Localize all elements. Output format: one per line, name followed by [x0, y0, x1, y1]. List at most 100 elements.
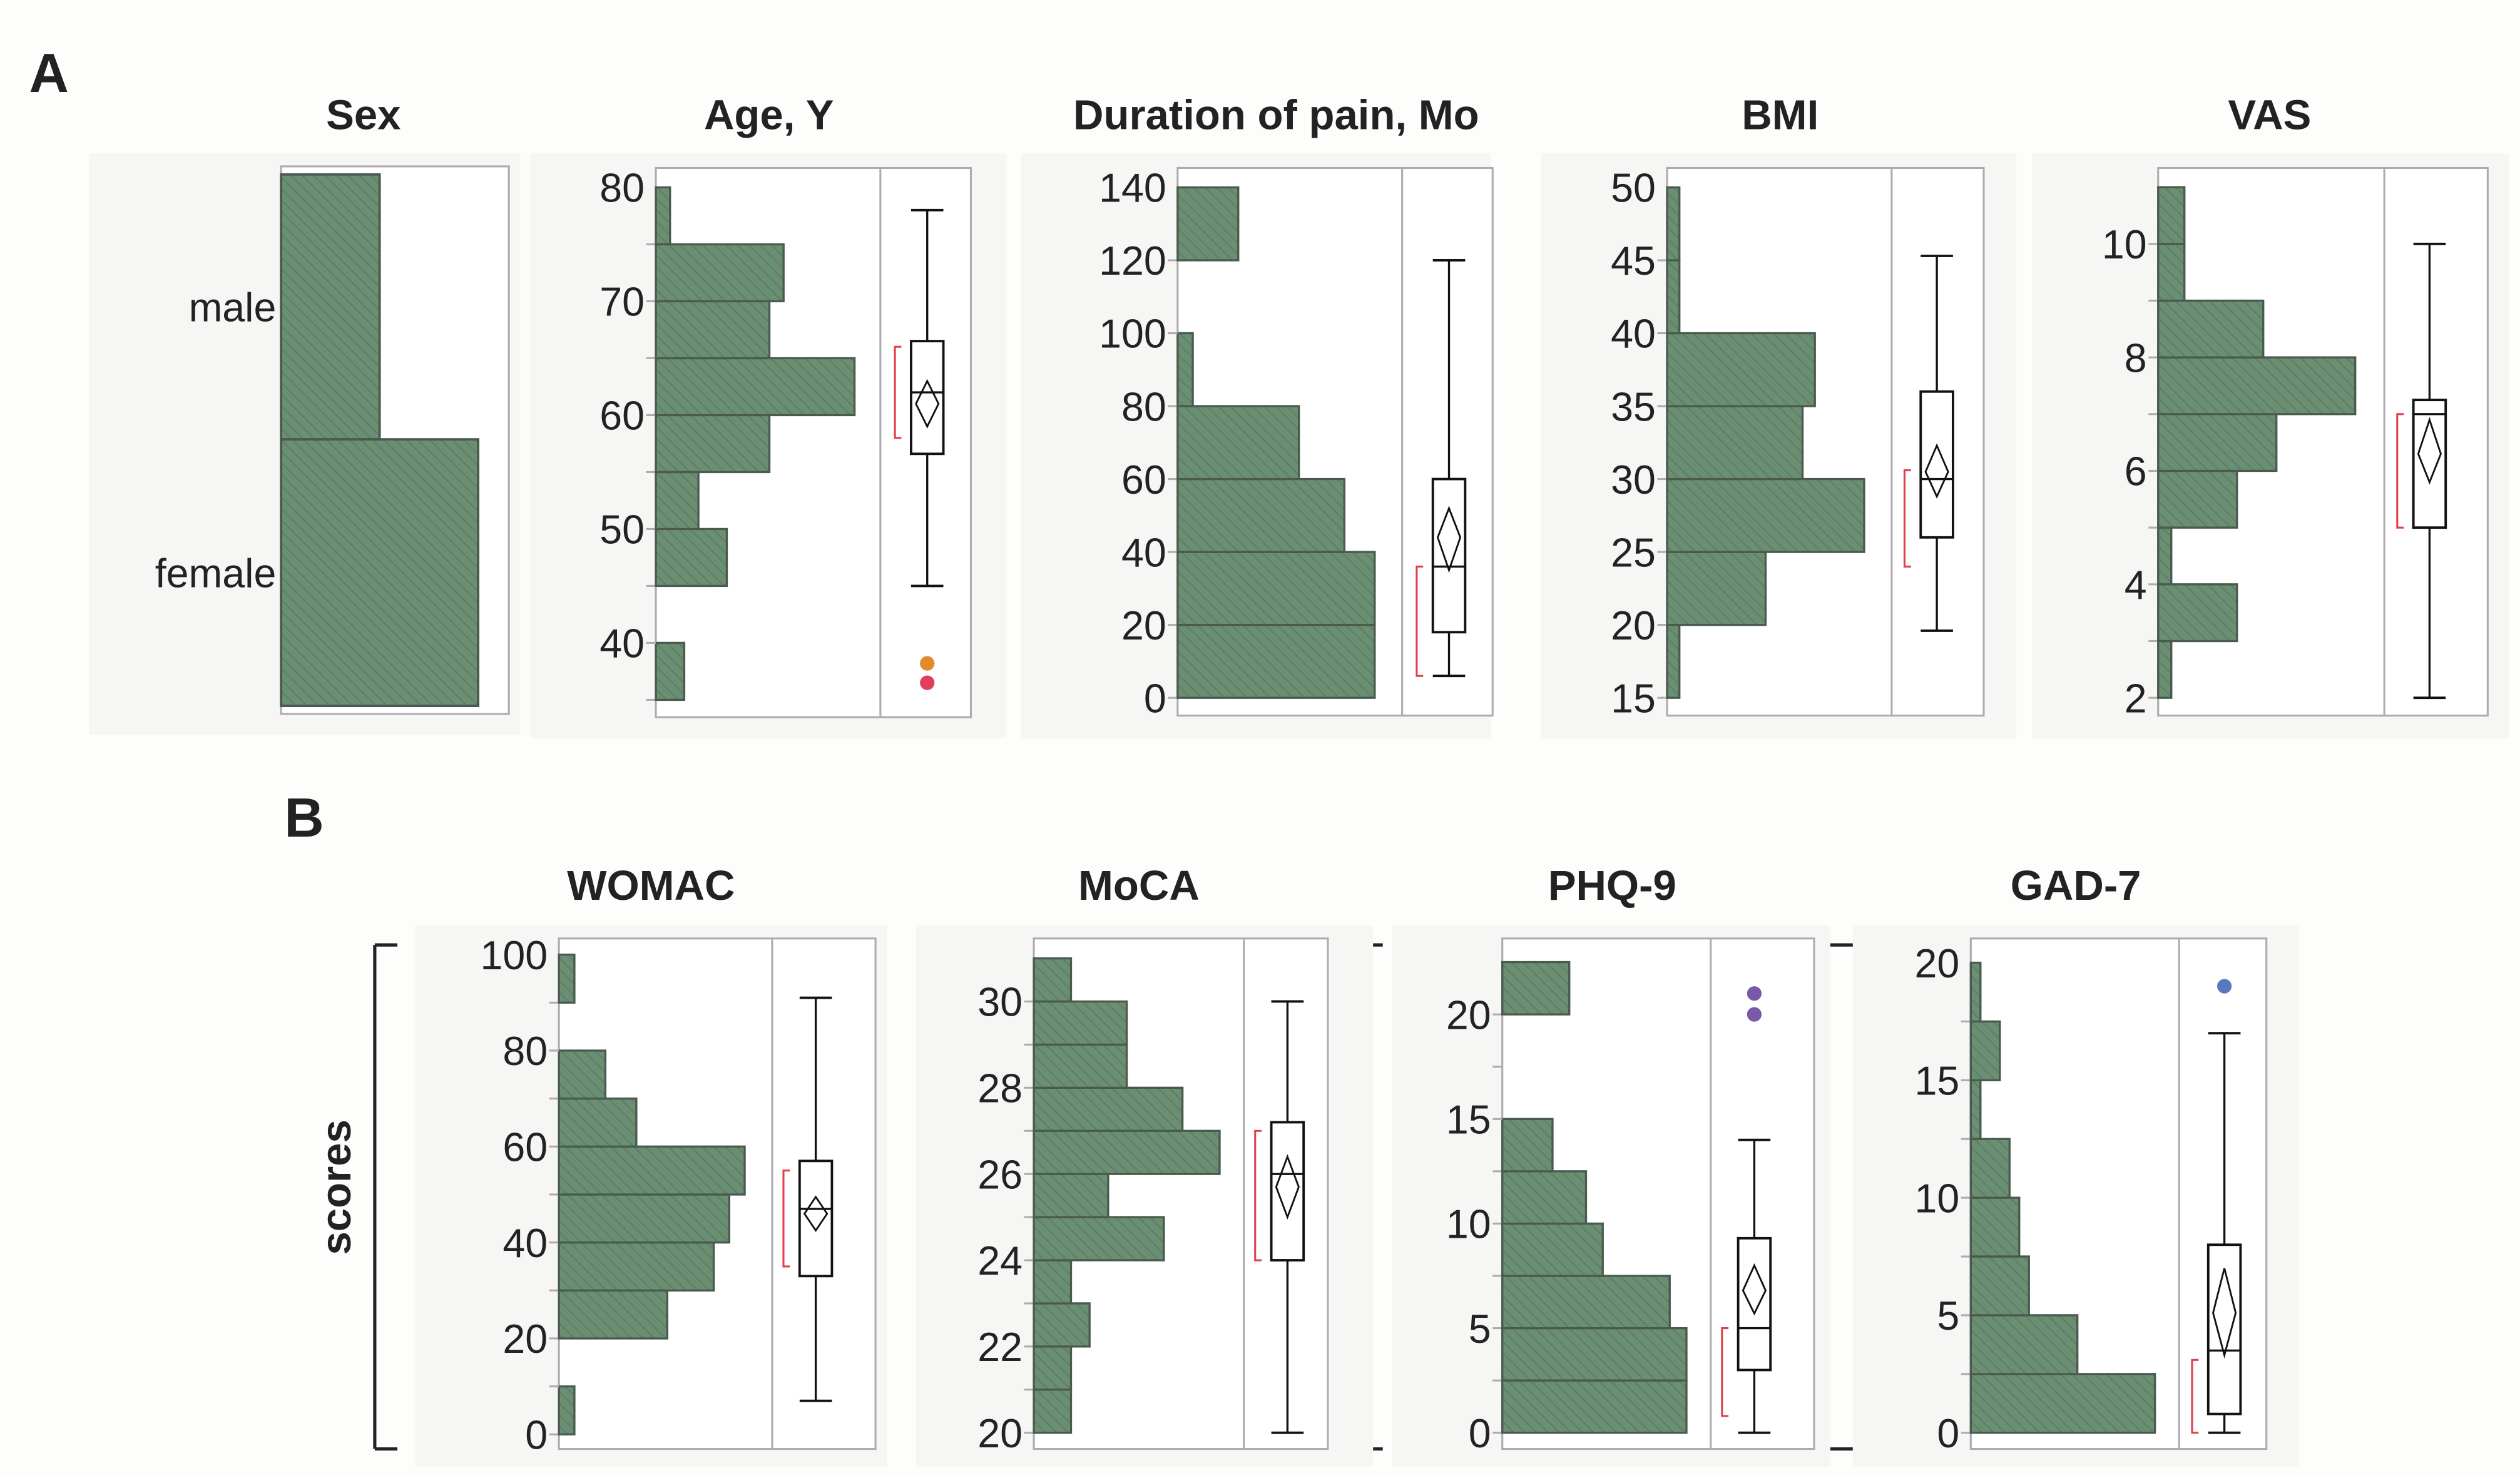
- y-tick-label: 5: [1469, 1307, 1491, 1352]
- chart-gad-7: GAD-7 0 5 10 15 20: [1852, 862, 2299, 1467]
- shortest-half-bracket: [894, 345, 902, 439]
- histogram-bar: [1666, 477, 1865, 553]
- shortest-half-bracket: [1721, 1327, 1729, 1417]
- histogram-bar: [1176, 405, 1300, 481]
- y-tick-label: 80: [599, 166, 645, 211]
- shortest-half-bracket: [1903, 469, 1911, 568]
- chart-title: Sex: [326, 92, 400, 139]
- histogram-bar: [1176, 623, 1376, 699]
- histogram-bar: [1501, 961, 1571, 1016]
- y-tick-label: 26: [977, 1152, 1023, 1197]
- histogram-bar: [1176, 186, 1240, 262]
- histogram-bar: [1501, 1170, 1588, 1225]
- panel-label-a: A: [29, 43, 68, 104]
- histogram-bar: [2157, 413, 2278, 472]
- y-tick-label: 80: [1121, 384, 1166, 429]
- histogram-bar: [1969, 1255, 2030, 1317]
- chart-title: BMI: [1742, 92, 1819, 139]
- chart-title: MoCA: [1078, 862, 1200, 909]
- y-tick-label: 40: [1121, 530, 1166, 575]
- y-tick-label: 15: [1611, 676, 1656, 721]
- outlier-point: [1747, 986, 1762, 1001]
- histogram-bar: [1666, 259, 1681, 335]
- histogram-bar: [558, 1241, 715, 1292]
- y-tick-label: 20: [502, 1317, 548, 1362]
- histogram-bar: [1969, 1196, 2021, 1258]
- histogram-bar: [1501, 1222, 1604, 1277]
- histogram-bar: [2157, 243, 2186, 302]
- histogram-bar: [1666, 186, 1681, 262]
- chart-title: Age, Y: [704, 92, 834, 139]
- box-iqr: [1737, 1236, 1772, 1372]
- histogram-bar: [1176, 551, 1376, 626]
- shortest-half-bracket: [2191, 1358, 2199, 1434]
- box-iqr: [1270, 1121, 1305, 1261]
- histogram-bar: [1969, 1138, 2011, 1199]
- histogram-bar: [1033, 1259, 1073, 1305]
- chart-bmi: BMI 15 20 25 30 35 40 45 50: [1541, 92, 2016, 738]
- y-tick-label: 35: [1611, 384, 1656, 429]
- y-tick-label: 80: [502, 1029, 548, 1074]
- y-tick-label: 0: [1937, 1411, 1959, 1456]
- chart-title: WOMAC: [567, 862, 735, 909]
- y-tick-label: 25: [1611, 530, 1656, 575]
- chart-age-y: Age, Y 40 50 60 70 80: [529, 92, 1007, 738]
- histogram-bar: [1033, 1043, 1128, 1089]
- y-tick-label: 20: [1446, 992, 1491, 1037]
- y-tick-label: 20: [1914, 941, 1959, 986]
- chart-title: VAS: [2228, 92, 2311, 139]
- histogram-bar: [1033, 957, 1073, 1003]
- y-tick-label: 15: [1914, 1059, 1959, 1104]
- chart-vas: VAS 2 4 6 8 10: [2032, 92, 2509, 738]
- histogram-bar: [655, 357, 856, 417]
- shortest-half-bracket: [1416, 565, 1424, 677]
- shortest-half-bracket: [1254, 1129, 1262, 1261]
- y-tick-label: 10: [1446, 1202, 1491, 1247]
- histogram-bar: [558, 1097, 638, 1148]
- mean-diamond: [2212, 1268, 2237, 1359]
- bar-female: [280, 438, 480, 708]
- y-tick-label: 30: [1611, 457, 1656, 502]
- histogram-bar: [1969, 1020, 2001, 1082]
- chart-phq-9: PHQ-9 0 5 10 15 20: [1392, 862, 1830, 1467]
- box-iqr: [2206, 1243, 2242, 1415]
- bar-male: [280, 173, 381, 441]
- histogram-bar: [558, 1289, 669, 1340]
- y-tick-label: 5: [1937, 1293, 1959, 1338]
- histogram-bar: [558, 953, 576, 1004]
- y-tick-label: 40: [1611, 312, 1656, 357]
- histogram-bar: [655, 471, 700, 531]
- histogram-bar: [1969, 1079, 1982, 1140]
- y-tick-label: 20: [977, 1411, 1023, 1456]
- category-label: female: [155, 551, 277, 596]
- chart-moca: MoCA 20 22 24 26 28 30: [916, 862, 1374, 1467]
- histogram-bar: [2157, 640, 2173, 699]
- histogram-bar: [1666, 405, 1804, 481]
- y-tick-label: 0: [1469, 1411, 1491, 1456]
- y-tick-label: 0: [525, 1413, 548, 1458]
- mean-diamond: [2417, 417, 2442, 485]
- y-tick-label: 8: [2125, 335, 2147, 380]
- mean-diamond: [1742, 1263, 1767, 1316]
- histogram-bar: [1969, 1373, 2156, 1434]
- mean-diamond: [915, 379, 940, 429]
- histogram-bar: [558, 1385, 576, 1435]
- panel-label-b: B: [284, 787, 324, 849]
- histogram-bar: [1176, 332, 1194, 407]
- chart-title: GAD-7: [2011, 862, 2141, 909]
- y-tick-label: 120: [1099, 238, 1166, 283]
- y-tick-label: 2: [2125, 676, 2147, 721]
- mean-diamond: [1924, 443, 1949, 499]
- histogram-bar: [1969, 961, 1982, 1023]
- histogram-bar: [2157, 186, 2186, 245]
- histogram-bar: [558, 1049, 607, 1100]
- histogram-bar: [1666, 623, 1681, 699]
- y-tick-label: 20: [1121, 603, 1166, 648]
- histogram-bar: [655, 527, 728, 588]
- histogram-bar: [1501, 1327, 1688, 1382]
- y-tick-label: 0: [1144, 676, 1166, 721]
- histogram-bar: [1176, 477, 1346, 553]
- histogram-bar: [2157, 583, 2238, 643]
- histogram-bar: [1501, 1275, 1671, 1330]
